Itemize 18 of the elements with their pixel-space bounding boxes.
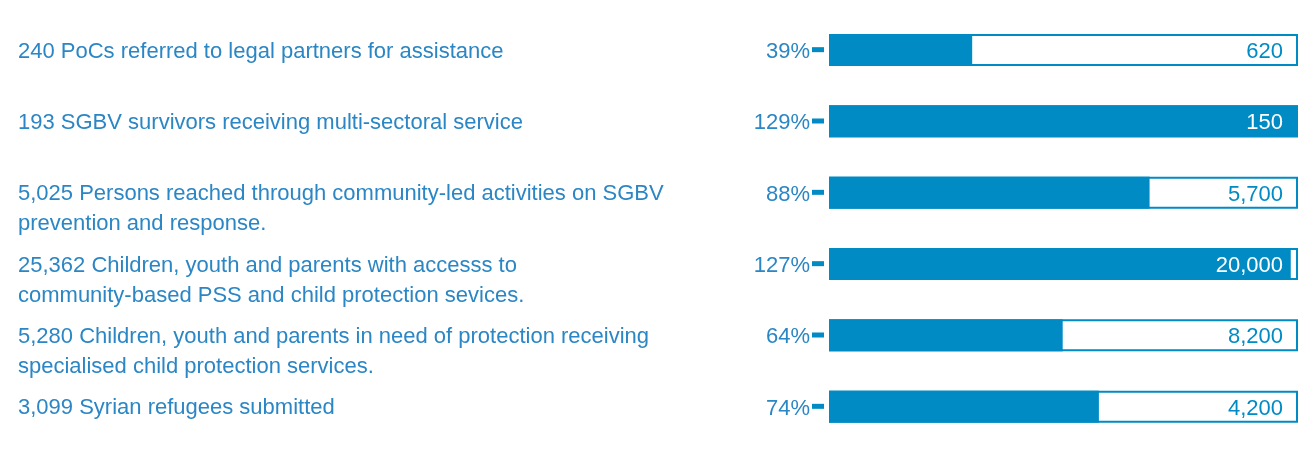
annotation: 4,200 [1227,394,1283,420]
y-tick-label: 240 PoCs referred to legal partners for assistance [18,37,504,63]
y-tick-label: 193 SGBV survivors receiving multi-sectoral service [18,109,523,134]
data-label: 39% [765,38,810,63]
annotation: 5,700 [1227,180,1283,206]
annotation: 150 [1246,109,1283,135]
data-label: 74% [765,394,810,420]
annotation: 8,200 [1227,323,1283,349]
data-label: 129% [753,109,810,135]
y-tick-label: 3,099 Syrian refugees submitted [18,394,335,420]
y-tick-label: 5,025 Persons reached through community-led activities on SGBV prevention and response. [18,180,664,236]
annotation: 20,000 [1215,252,1283,277]
data-label: 64% [765,323,810,349]
annotation: 620 [1246,38,1283,63]
data-label: 88% [765,180,810,206]
data-label: 127% [753,252,810,277]
y-tick-label: 25,362 Children, youth and parents with accesss to community-based PSS and child protection sevices. [18,251,525,307]
y-tick-label: 5,280 Children, youth and parents in need of protection receiving specialised child protection services. [18,323,650,378]
